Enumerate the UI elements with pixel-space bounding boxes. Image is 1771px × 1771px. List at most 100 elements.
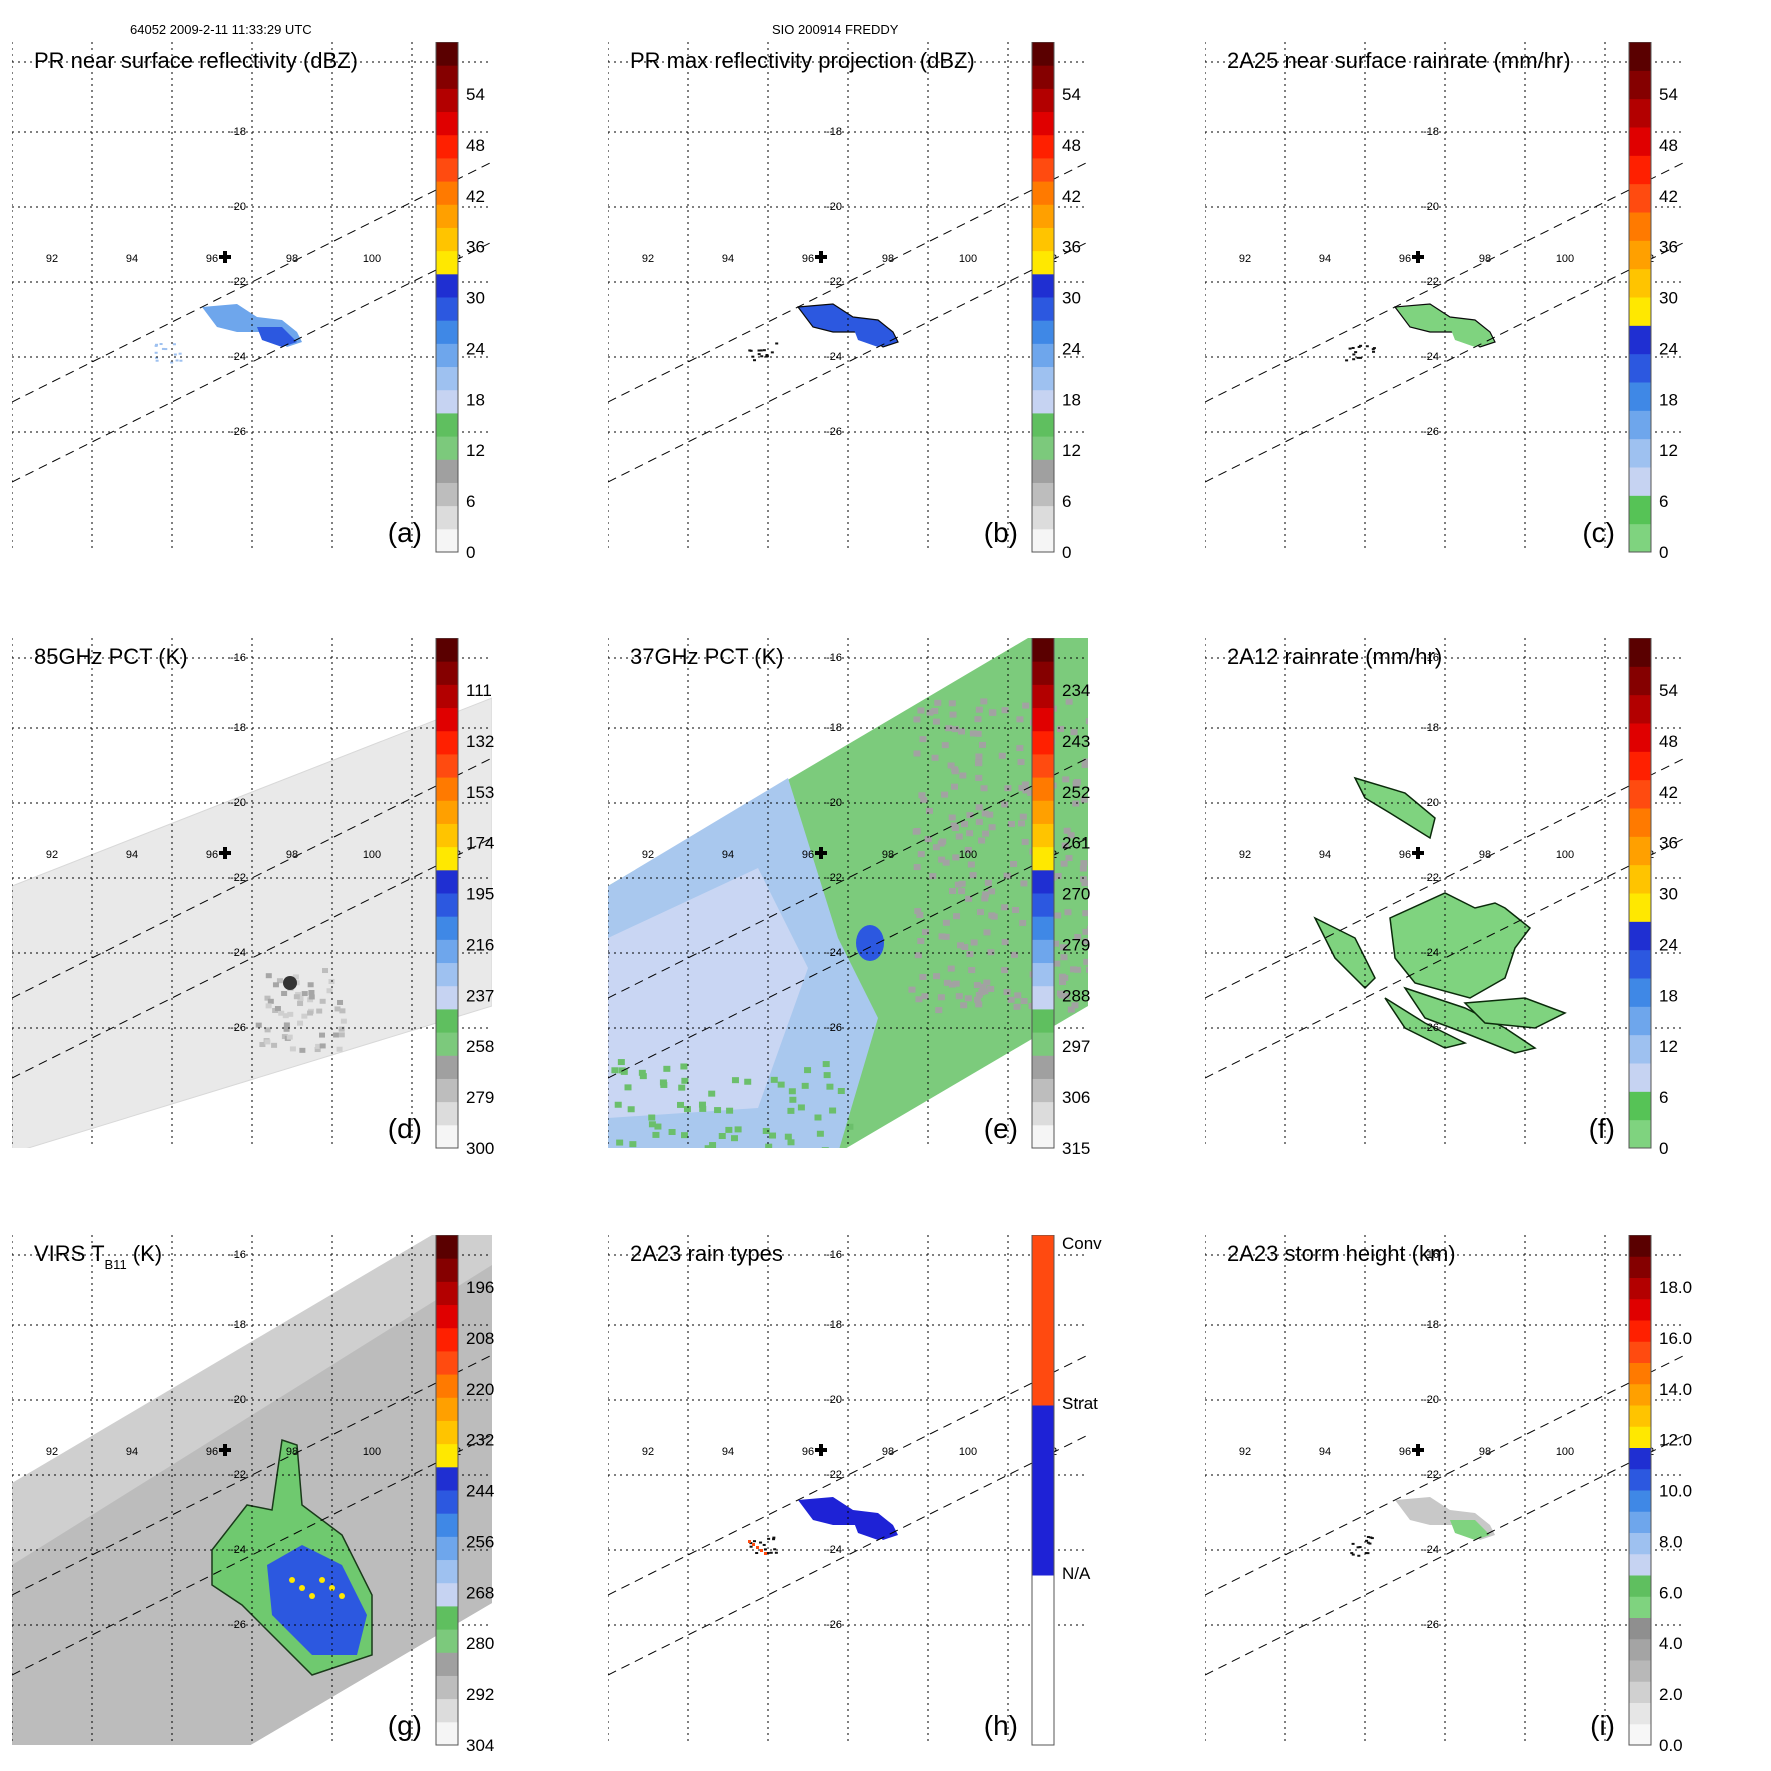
tb-pixel xyxy=(1014,992,1022,999)
precip-core xyxy=(853,1520,893,1540)
lat-tick-label: -16 xyxy=(1423,652,1439,664)
tb-pixel xyxy=(308,989,315,995)
colorbar-segment xyxy=(1032,939,1054,964)
colorbar-segment xyxy=(1629,70,1651,100)
colorbar-tick-label: 256 xyxy=(466,1532,494,1551)
tb-pixel xyxy=(931,708,939,715)
tb-pixel xyxy=(980,698,988,705)
colorbar-segment xyxy=(436,1605,458,1630)
precip-pixel xyxy=(749,1542,753,1545)
tb-pixel xyxy=(981,810,989,817)
precip-pixel xyxy=(155,359,159,362)
tb-pixel xyxy=(961,944,969,951)
lat-tick-label: -16 xyxy=(826,1249,842,1261)
tb-pixel xyxy=(970,939,978,946)
tb-pixel xyxy=(278,1010,285,1016)
colorbar-b: 54 48 42 36 30 24 18 12 6 0 xyxy=(1031,41,1081,562)
tb-pixel xyxy=(1053,960,1061,967)
lat-tick-label: -16 xyxy=(230,652,246,664)
colorbar-segment xyxy=(1032,436,1054,460)
tb-pixel xyxy=(639,1073,647,1080)
tmi-swath xyxy=(12,698,492,1148)
panel-label: (g) xyxy=(388,1710,422,1741)
tb-pixel xyxy=(340,1018,347,1024)
tb-pixel xyxy=(1013,1003,1021,1010)
precip-pixel xyxy=(1369,1536,1373,1539)
colorbar-segment xyxy=(1629,410,1651,440)
colorbar-tick-label: 0 xyxy=(466,543,475,562)
lat-tick-label: -20 xyxy=(826,201,842,213)
tb-pixel xyxy=(668,1128,676,1135)
colorbar-segment xyxy=(1032,412,1054,437)
tb-pixel xyxy=(988,888,996,895)
colorbar-tick-label: 12 xyxy=(1062,441,1081,460)
tb-pixel xyxy=(913,716,921,723)
tb-pixel xyxy=(617,1059,625,1066)
tb-pixel xyxy=(921,993,929,1000)
tb-pixel xyxy=(1021,838,1029,845)
colorbar-segment xyxy=(436,962,458,987)
tb-pixel xyxy=(1018,785,1026,792)
colorbar-tick-label: 30 xyxy=(466,289,485,308)
colorbar-i: 18.0 16.0 14.0 12.0 10.0 8.0 6.0 4.0 2.0 0.0 xyxy=(1628,1234,1692,1755)
tb-pixel xyxy=(913,750,921,757)
tb-pixel xyxy=(1016,716,1024,723)
colorbar-frame xyxy=(1031,637,1055,1149)
lat-tick-label: -26 xyxy=(230,426,246,438)
tb-pixel xyxy=(965,895,973,902)
data-field-h xyxy=(748,1497,898,1555)
precip-pixel xyxy=(1352,353,1356,356)
colorbar-segment xyxy=(1629,921,1651,951)
colorbar-segment xyxy=(436,1397,458,1421)
tb-pixel xyxy=(319,998,326,1004)
cold-core xyxy=(856,925,884,961)
tb-pixel xyxy=(982,830,990,837)
colorbar-segment xyxy=(1629,751,1651,781)
colorbar-segment xyxy=(436,157,458,182)
lon-tick-label: 96 xyxy=(206,849,218,861)
tb-pixel xyxy=(1062,776,1070,783)
colorbar-frame xyxy=(1628,41,1652,553)
lat-tick-label: -18 xyxy=(826,722,842,734)
tb-pixel xyxy=(1019,919,1027,926)
tb-pixel xyxy=(319,1043,326,1049)
lon-tick-label: 94 xyxy=(126,253,138,265)
colorbar-segment xyxy=(1032,962,1054,987)
colorbar-segment xyxy=(436,389,458,414)
colorbar-tick-label: 234 xyxy=(1062,681,1090,700)
colorbar-tick-label: 36 xyxy=(1659,238,1678,257)
lon-tick-label: 98 xyxy=(286,849,298,861)
lat-tick-label: -24 xyxy=(1423,1544,1439,1556)
colorbar-segment xyxy=(1032,823,1054,848)
coldest-pixel xyxy=(299,1585,305,1591)
colorbar-segment xyxy=(1629,325,1651,355)
colorbar-tick-label: 132 xyxy=(466,732,494,751)
tb-pixel xyxy=(677,1101,685,1108)
lat-tick-label: -24 xyxy=(230,351,246,363)
conv-pixel xyxy=(756,1546,759,1549)
panel-label: (a) xyxy=(388,517,422,548)
tb-pixel xyxy=(788,1088,796,1095)
lat-tick-label: -22 xyxy=(1423,1469,1439,1481)
tb-pixel xyxy=(264,1039,271,1045)
lat-tick-label: -20 xyxy=(1423,1394,1439,1406)
panel-title: PR near surface reflectivity (dBZ) xyxy=(34,48,358,73)
tb-pixel xyxy=(1082,928,1088,935)
precip-pixel xyxy=(1357,1554,1361,1557)
colorbar-segment xyxy=(1032,777,1054,801)
colorbar-tick-label: 36 xyxy=(466,238,485,257)
tb-pixel xyxy=(974,996,982,1003)
storm-center-marker xyxy=(1412,847,1424,859)
tb-pixel xyxy=(966,812,974,819)
tb-pixel xyxy=(1056,990,1064,997)
tb-pixel xyxy=(816,1130,824,1137)
tb-pixel xyxy=(929,873,937,880)
precip-pixel xyxy=(1366,1552,1370,1555)
tb-pixel xyxy=(267,998,274,1004)
colorbar-a: 54 48 42 36 30 24 18 12 6 0 xyxy=(435,41,485,562)
lat-tick-label: -24 xyxy=(826,1544,842,1556)
tb-pixel xyxy=(917,851,925,858)
precip-pixel xyxy=(760,355,764,358)
colorbar-tick-label: 153 xyxy=(466,783,494,802)
